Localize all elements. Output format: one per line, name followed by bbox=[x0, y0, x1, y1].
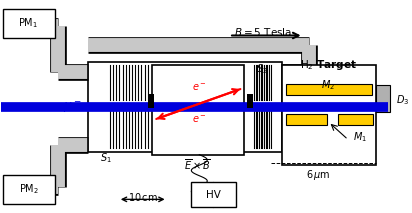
Text: $D_3$: $D_3$ bbox=[396, 93, 409, 107]
Text: HV: HV bbox=[206, 190, 221, 200]
Bar bbox=[147, 94, 154, 108]
Text: $\mu^-$: $\mu^-$ bbox=[63, 99, 82, 115]
Bar bbox=[376, 85, 390, 112]
Text: $\mathrm{PM_2}$: $\mathrm{PM_2}$ bbox=[19, 183, 38, 196]
Text: $10\,\mathrm{cm}$: $10\,\mathrm{cm}$ bbox=[128, 191, 158, 203]
Text: $S_2$: $S_2$ bbox=[256, 62, 268, 76]
Bar bbox=[88, 62, 282, 152]
Bar bbox=[3, 9, 55, 39]
Text: $M_1$: $M_1$ bbox=[353, 130, 367, 144]
Text: $e^-$: $e^-$ bbox=[192, 82, 207, 93]
Bar bbox=[3, 174, 55, 204]
Text: $M_2$: $M_2$ bbox=[321, 78, 335, 92]
Text: $\overline{E}\times\overline{B}$: $\overline{E}\times\overline{B}$ bbox=[185, 158, 211, 173]
Bar bbox=[282, 65, 376, 165]
Bar bbox=[286, 84, 372, 95]
Bar bbox=[247, 94, 253, 108]
Bar bbox=[338, 114, 373, 125]
Text: $e^-$: $e^-$ bbox=[192, 114, 207, 125]
Text: $\mathrm{H_2}$ Target: $\mathrm{H_2}$ Target bbox=[300, 58, 357, 72]
Bar bbox=[191, 183, 236, 207]
Text: $6\,\mu\mathrm{m}$: $6\,\mu\mathrm{m}$ bbox=[306, 168, 331, 181]
Text: $S_1$: $S_1$ bbox=[100, 152, 112, 166]
Text: $\mathrm{PM_1}$: $\mathrm{PM_1}$ bbox=[19, 17, 38, 30]
Text: $B=5$ Tesla: $B=5$ Tesla bbox=[234, 26, 292, 37]
Bar bbox=[152, 65, 244, 155]
Bar bbox=[286, 114, 328, 125]
